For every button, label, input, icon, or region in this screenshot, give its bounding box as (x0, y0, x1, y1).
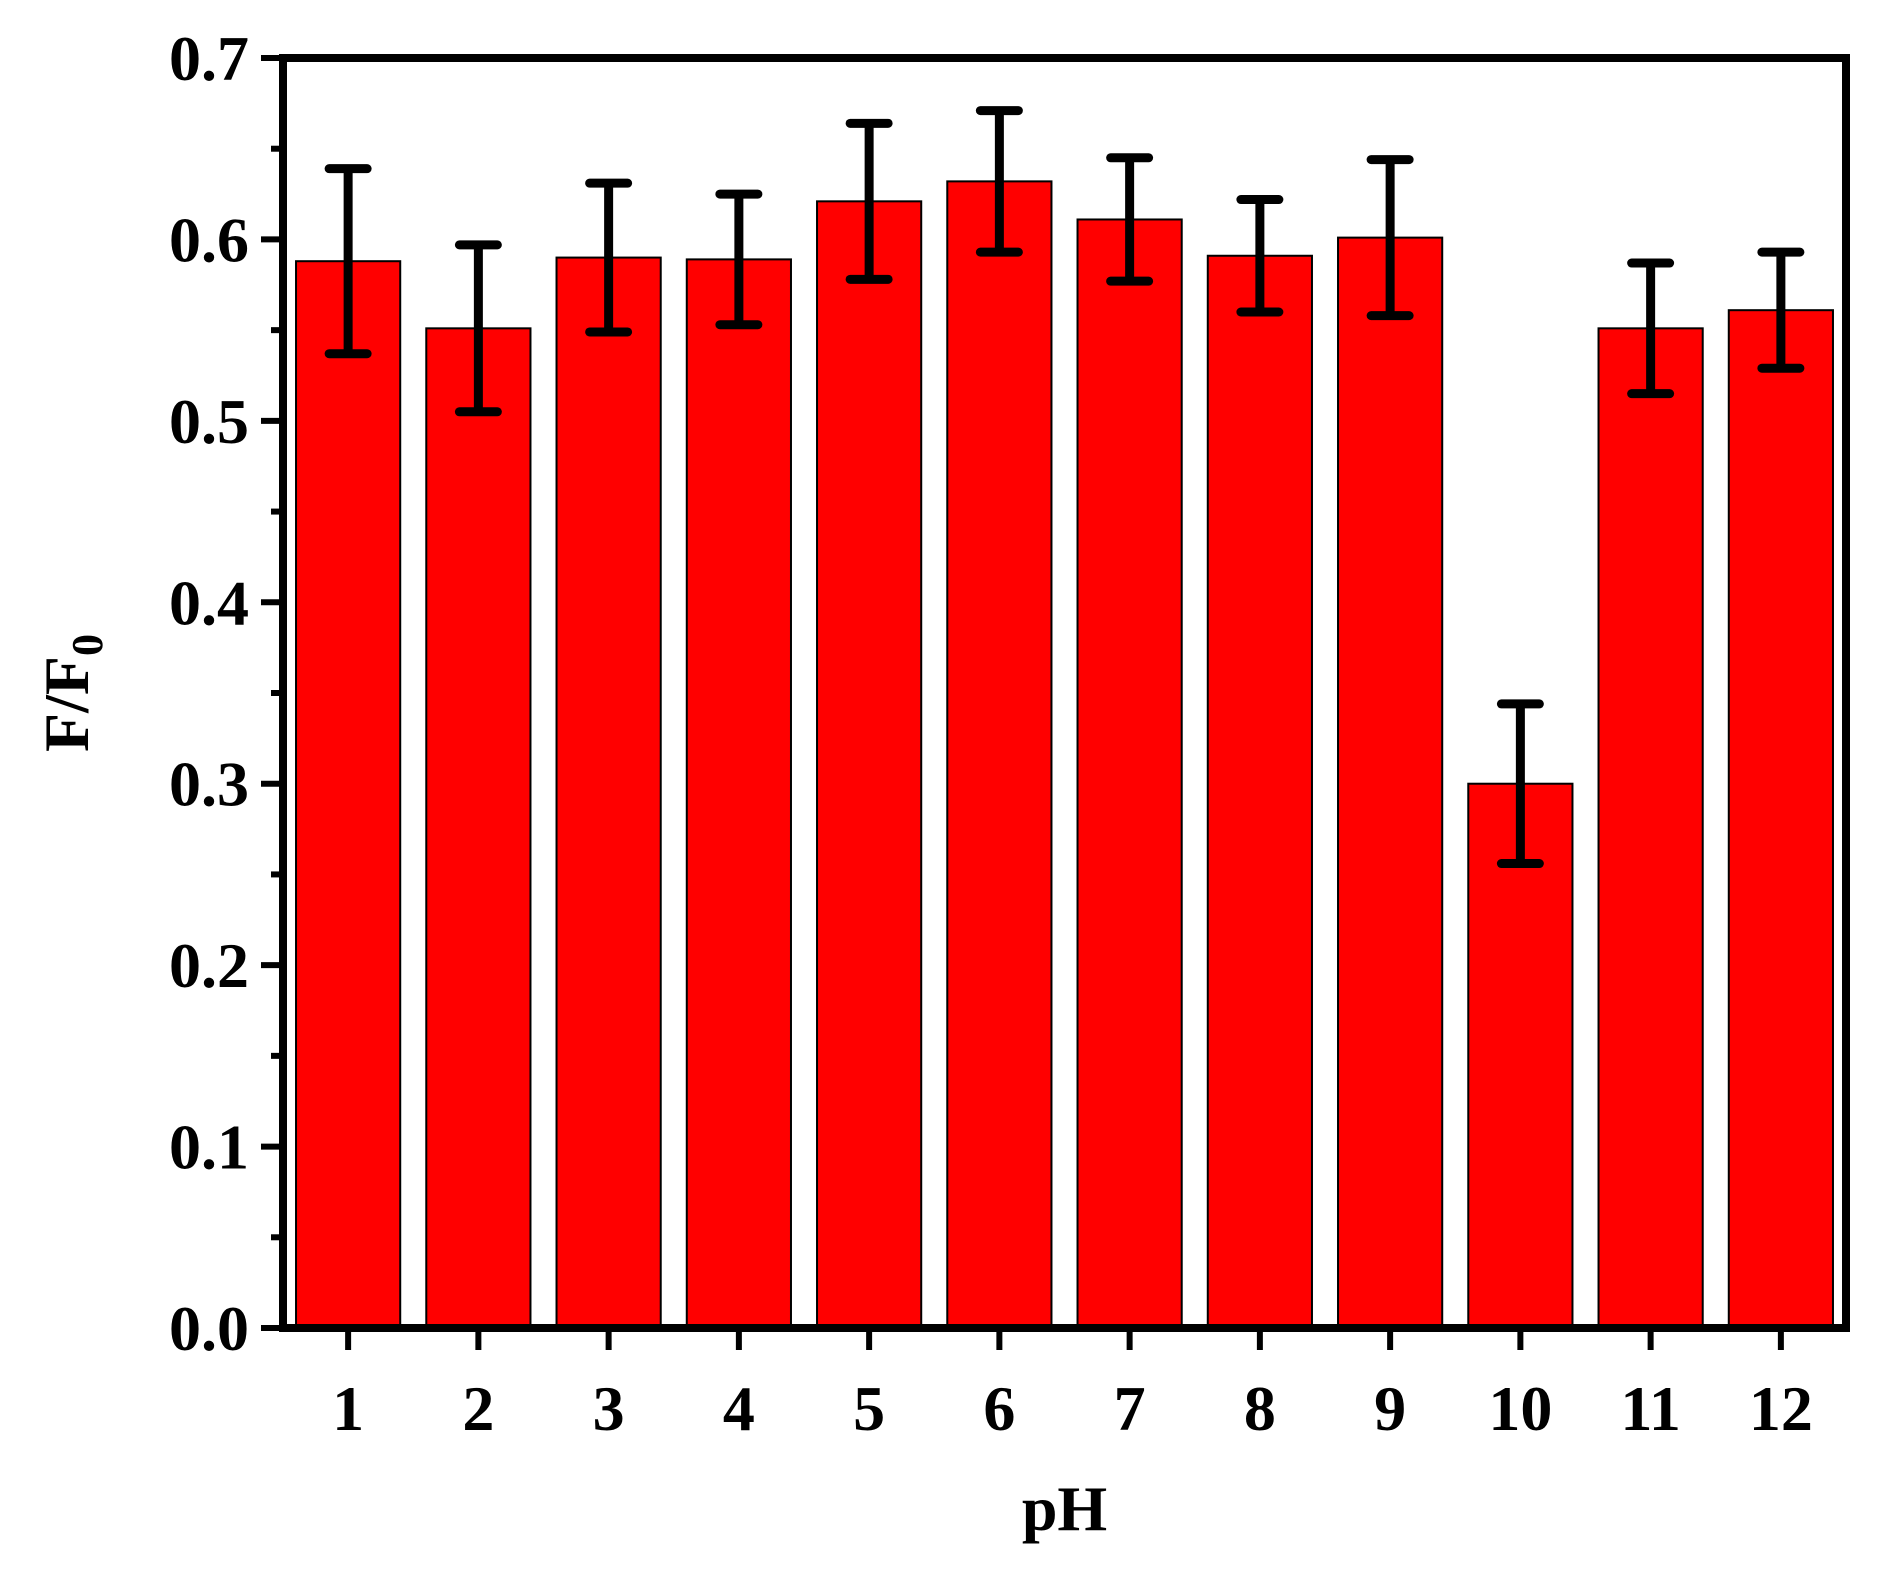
x-tick-label: 1 (332, 1373, 364, 1444)
bar (1076, 218, 1183, 1329)
x-tick-label: 9 (1374, 1373, 1406, 1444)
bars-layer (295, 180, 1834, 1330)
y-tick-label: 0.2 (169, 930, 249, 1001)
bar (1206, 254, 1313, 1329)
bar (685, 258, 792, 1329)
y-axis: 0.0 0.1 0.2 0.3 0.4 0.5 0.6 0.7 (169, 23, 283, 1364)
bar (555, 256, 662, 1330)
bar (1597, 327, 1704, 1330)
error-bars-layer (324, 106, 1805, 869)
y-tick-label: 0.7 (169, 23, 249, 94)
x-tick-label: 6 (983, 1373, 1015, 1444)
bar (425, 327, 532, 1330)
bar (1337, 236, 1444, 1330)
bar (1727, 309, 1834, 1329)
bar (295, 260, 402, 1330)
y-tick-label: 0.1 (169, 1112, 249, 1183)
bar (946, 180, 1053, 1329)
x-tick-label: 5 (853, 1373, 885, 1444)
x-tick-label: 12 (1749, 1373, 1813, 1444)
x-axis: 1 2 3 4 5 6 7 8 9 10 11 12 (332, 1328, 1813, 1444)
x-tick-label: 11 (1620, 1373, 1680, 1444)
y-tick-label: 0.4 (169, 567, 249, 638)
x-tick-label: 3 (593, 1373, 625, 1444)
y-tick-label: 0.6 (169, 204, 249, 275)
y-tick-label: 0.3 (169, 749, 249, 820)
bar (816, 200, 923, 1329)
y-tick-label: 0.5 (169, 386, 249, 457)
x-tick-label: 8 (1244, 1373, 1276, 1444)
y-tick-label: 0.0 (169, 1293, 249, 1364)
y-axis-label-main: F/F (31, 656, 102, 752)
y-axis-label-subscript: 0 (63, 634, 112, 656)
x-tick-label: 10 (1488, 1373, 1552, 1444)
x-axis-label: pH (1022, 1473, 1107, 1544)
x-tick-label: 7 (1114, 1373, 1146, 1444)
x-tick-label: 2 (462, 1373, 494, 1444)
y-axis-label: F/F0 (31, 634, 112, 752)
x-tick-label: 4 (723, 1373, 755, 1444)
bar (1467, 782, 1574, 1329)
